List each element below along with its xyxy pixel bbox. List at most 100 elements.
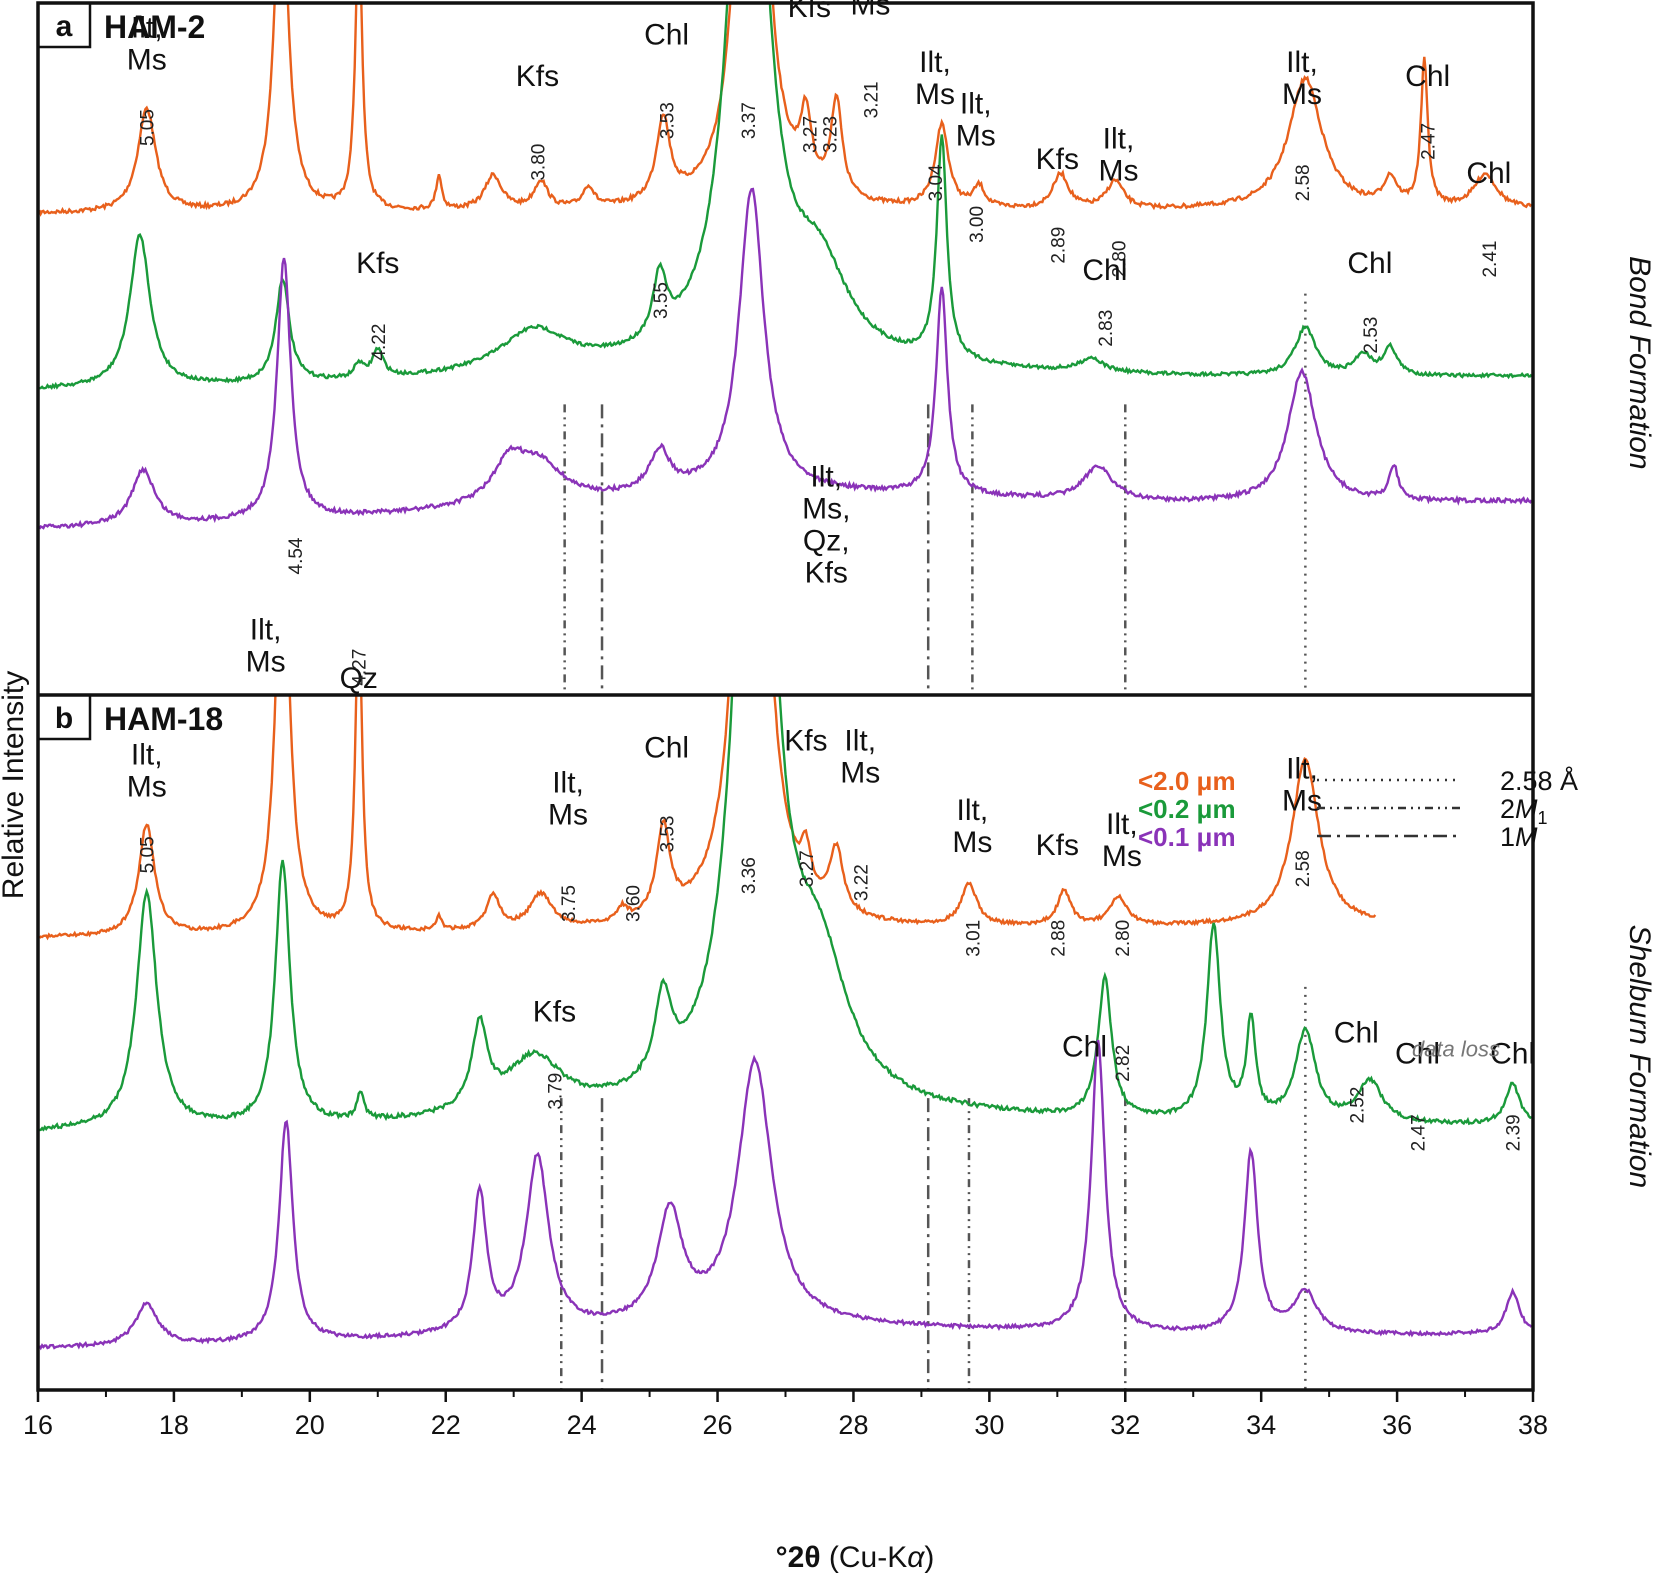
x-tick-label: 20 — [295, 1410, 325, 1440]
mineral-label: Ms — [1282, 784, 1322, 817]
mineral-label: Ms — [915, 78, 955, 111]
x-tick-label: 24 — [567, 1410, 597, 1440]
x-axis-label-bold: °2θ — [776, 1541, 821, 1574]
mineral-label: Ilt, — [131, 739, 163, 772]
mineral-label: Ilt, — [1286, 46, 1318, 79]
x-tick-label: 22 — [431, 1410, 461, 1440]
d-spacing-label: 2.47 — [1408, 1114, 1429, 1151]
legend-line-label-italic: M — [1515, 794, 1538, 824]
mineral-label: Chl — [1490, 1037, 1535, 1070]
mineral-label: Ilt, — [1286, 752, 1318, 785]
mineral-label: Ms — [952, 826, 992, 859]
d-spacing-label: 3.01 — [963, 920, 984, 957]
mineral-label: Ms — [850, 0, 890, 21]
d-spacing-label: 3.53 — [658, 102, 679, 139]
d-spacing-label: 4.22 — [369, 324, 390, 361]
d-spacing-label: 3.36 — [739, 857, 760, 894]
legend-line-label-prefix: 2 — [1500, 794, 1515, 824]
d-spacing-label: 3.53 — [658, 816, 679, 853]
d-spacing-label: 5.05 — [138, 836, 159, 873]
d-spacing-label: 3.00 — [967, 206, 988, 243]
mineral-label: Chl — [644, 19, 689, 52]
x-tick-label: 26 — [703, 1410, 733, 1440]
mineral-label: Kfs — [356, 247, 399, 280]
d-spacing-label: 2.89 — [1048, 227, 1069, 264]
d-spacing-label: 5.05 — [138, 109, 159, 146]
x-tick-label: 28 — [838, 1410, 868, 1440]
x-tick-label: 34 — [1246, 1410, 1276, 1440]
x-axis: 16 18 20 22 24 26 28 30 32 34 36 38 — [23, 1390, 1548, 1440]
d-spacing-label: 3.55 — [651, 282, 672, 319]
mineral-label: Kfs — [533, 996, 576, 1029]
d-spacing-label: 4.27 — [350, 649, 371, 686]
d-spacing-label: 3.04 — [926, 164, 947, 201]
x-tick-label: 32 — [1110, 1410, 1140, 1440]
mineral-label: Kfs — [1036, 829, 1079, 862]
d-spacing-label: 2.88 — [1048, 920, 1069, 957]
d-spacing-label: 3.60 — [624, 885, 645, 922]
mineral-label: Ilt, — [957, 794, 989, 827]
mineral-label: Ilt, — [1103, 122, 1135, 155]
x-tick-label: 18 — [159, 1410, 189, 1440]
mineral-label: Kfs — [1036, 143, 1079, 176]
x-axis-label: °2θ (Cu-Kα) — [776, 1541, 935, 1574]
mineral-label: Chl — [1395, 1037, 1440, 1070]
mineral-label: Chl — [1405, 60, 1450, 93]
mineral-label: Ms — [1098, 154, 1138, 187]
pattern-line-2.0um — [38, 3, 1533, 217]
d-spacing-label: 3.79 — [545, 1073, 566, 1110]
x-axis-label-close: ) — [924, 1541, 934, 1574]
mineral-label: Kfs — [784, 725, 827, 758]
d-spacing-label: 3.21 — [861, 81, 882, 118]
d-spacing-label: 2.80 — [1109, 241, 1130, 278]
d-spacing-label: 2.83 — [1096, 310, 1117, 347]
diffraction-patterns — [38, 3, 1533, 1351]
d-spacing-label: 2.53 — [1361, 317, 1382, 354]
mineral-label: Qz, — [803, 525, 850, 558]
legend-line-label-prefix: 1 — [1500, 822, 1515, 852]
mineral-label: Ilt, — [810, 461, 842, 494]
pattern-line-0.1um — [38, 1039, 1533, 1351]
reference-lines — [560, 293, 1307, 1390]
peak-labels: Ilt,Ms5.05Ilt,Ms4.53Qz4.27Kfs3.80Chl3.53… — [127, 0, 1535, 1151]
mineral-label: Ilt, — [960, 88, 992, 121]
legend-line-label: 2M1 — [1500, 794, 1548, 828]
d-spacing-label: 2.41 — [1480, 241, 1501, 278]
mineral-label: Ms — [127, 44, 167, 77]
mineral-label: Ms — [246, 645, 286, 678]
mineral-label: Ilt, — [844, 725, 876, 758]
d-spacing-label: 3.27 — [800, 116, 821, 153]
mineral-label: Ilt, — [919, 46, 951, 79]
data-loss-note: data loss — [1412, 1036, 1500, 1061]
d-spacing-label: 2.58 — [1293, 850, 1314, 887]
x-tick-label: 30 — [974, 1410, 1004, 1440]
d-spacing-label: 3.23 — [821, 116, 842, 153]
mineral-label: Kfs — [805, 557, 848, 590]
mineral-label: Ilt, — [1106, 808, 1138, 841]
mineral-label: Kfs — [516, 60, 559, 93]
x-axis-label-rest: (Cu-K — [821, 1541, 908, 1574]
y-axis-label: Relative Intensity — [0, 671, 30, 899]
mineral-label: Ms — [127, 771, 167, 804]
mineral-label: Ilt, — [250, 613, 282, 646]
mineral-label: Ms — [1102, 840, 1142, 873]
d-spacing-label: 3.22 — [851, 864, 872, 901]
panel-letter: b — [55, 702, 73, 735]
pattern-line-0.1um — [38, 187, 1533, 530]
x-axis-label-alpha: α — [907, 1541, 925, 1574]
x-tick-label: 36 — [1382, 1410, 1412, 1440]
legend-line-label: 2.58 Å — [1500, 765, 1578, 796]
d-spacing-label: 3.37 — [739, 102, 760, 139]
mineral-label: Ms — [1282, 78, 1322, 111]
panel-letter: a — [56, 10, 73, 43]
d-spacing-label: 2.82 — [1113, 1045, 1134, 1082]
mineral-label: Kfs — [788, 0, 831, 24]
mineral-label: Ilt, — [552, 766, 584, 799]
legend-line-label-italic: M — [1515, 822, 1538, 852]
d-spacing-label: 3.75 — [559, 885, 580, 922]
mineral-label: Chl — [1347, 247, 1392, 280]
mineral-label: Ilt, — [131, 12, 163, 45]
legend-line-label: 1M — [1500, 822, 1538, 852]
d-spacing-label: 3.27 — [797, 850, 818, 887]
